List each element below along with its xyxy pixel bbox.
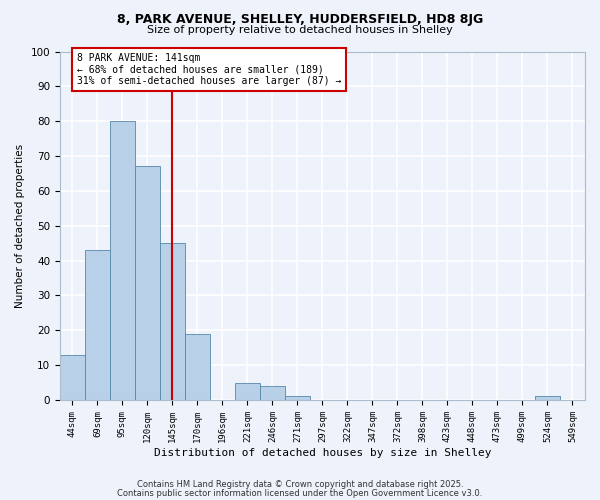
X-axis label: Distribution of detached houses by size in Shelley: Distribution of detached houses by size … [154, 448, 491, 458]
Bar [160, 243, 185, 400]
Bar [135, 166, 160, 400]
Bar [285, 396, 310, 400]
Text: Contains public sector information licensed under the Open Government Licence v3: Contains public sector information licen… [118, 488, 482, 498]
Text: Size of property relative to detached houses in Shelley: Size of property relative to detached ho… [147, 25, 453, 35]
Bar [235, 382, 260, 400]
Bar [185, 334, 210, 400]
Text: 8 PARK AVENUE: 141sqm
← 68% of detached houses are smaller (189)
31% of semi-det: 8 PARK AVENUE: 141sqm ← 68% of detached … [77, 53, 341, 86]
Bar [260, 386, 285, 400]
Text: Contains HM Land Registry data © Crown copyright and database right 2025.: Contains HM Land Registry data © Crown c… [137, 480, 463, 489]
Text: 8, PARK AVENUE, SHELLEY, HUDDERSFIELD, HD8 8JG: 8, PARK AVENUE, SHELLEY, HUDDERSFIELD, H… [117, 12, 483, 26]
Y-axis label: Number of detached properties: Number of detached properties [15, 144, 25, 308]
Bar [535, 396, 560, 400]
Bar [85, 250, 110, 400]
Bar [60, 354, 85, 400]
Bar [110, 121, 135, 400]
